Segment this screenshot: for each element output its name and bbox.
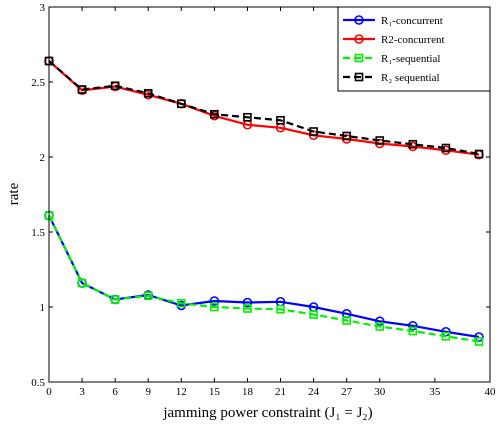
y-tick-label: 1.5 — [31, 227, 45, 239]
data-point — [177, 298, 186, 308]
data-point — [210, 109, 219, 119]
x-tick-label: 0 — [46, 386, 52, 398]
x-tick-label: 40 — [485, 386, 497, 398]
x-tick-label: 24 — [308, 386, 320, 398]
legend-label: R₂ sequential — [381, 72, 440, 84]
y-tick-label: 2.5 — [31, 77, 45, 89]
data-point — [375, 322, 385, 331]
y-tick-label: 0.5 — [31, 377, 45, 389]
x-tick-label: 21 — [275, 386, 286, 398]
x-tick-label: 6 — [112, 386, 118, 398]
legend-label: R2-concurrent — [381, 34, 445, 46]
data-point — [210, 302, 219, 312]
data-point — [209, 296, 220, 306]
data-point — [309, 127, 318, 136]
data-point — [77, 85, 87, 94]
series-layer — [44, 56, 484, 346]
data-point — [110, 81, 120, 91]
data-point — [276, 115, 285, 125]
data-point — [354, 72, 364, 82]
data-point — [177, 99, 186, 109]
data-point — [143, 88, 153, 98]
data-point — [408, 320, 418, 331]
x-tick-label: 12 — [176, 386, 187, 398]
x-tick-label: 18 — [242, 386, 254, 398]
y-tick-label: 1 — [40, 302, 46, 314]
data-point — [441, 331, 451, 341]
data-point — [375, 136, 385, 145]
x-tick-label: 35 — [429, 386, 441, 398]
legend: R₁-concurrent R2-concurrent R₁-sequential R… — [337, 6, 491, 92]
data-point — [408, 139, 418, 149]
data-point — [408, 326, 418, 336]
tick-layer: 0 3 6 9 12 15 18 21 24 27 30 35 40 0.5 1 1.5 2 2.5 3 — [31, 2, 496, 398]
data-point — [242, 297, 253, 308]
x-tick-label: 30 — [374, 386, 386, 398]
data-point — [342, 316, 351, 325]
legend-label: R₁-sequential — [381, 53, 440, 65]
y-tick-label: 3 — [40, 2, 46, 14]
x-axis-title: jamming power constraint (J₁ = J₂) — [162, 405, 372, 421]
legend-label: R₁-concurrent — [381, 15, 443, 27]
data-point — [354, 34, 364, 44]
data-point — [441, 143, 451, 153]
y-axis-title: rate — [6, 182, 22, 205]
data-point — [354, 53, 364, 63]
data-point — [354, 15, 364, 25]
series-line — [48, 215, 480, 343]
data-point — [309, 310, 318, 319]
x-tick-label: 9 — [145, 386, 151, 398]
data-point — [276, 304, 285, 314]
data-point — [110, 295, 120, 304]
data-point — [243, 112, 252, 122]
data-point — [77, 278, 87, 288]
series-3 — [44, 211, 484, 346]
data-point — [342, 131, 351, 141]
plot-frame — [48, 6, 491, 383]
series-4 — [44, 56, 484, 159]
x-tick-label: 27 — [341, 386, 353, 398]
y-tick-label: 2 — [40, 152, 46, 164]
data-point — [474, 149, 484, 159]
series-line — [48, 215, 480, 339]
x-tick-label: 3 — [79, 386, 85, 398]
series-line — [48, 60, 480, 156]
data-point — [474, 337, 484, 346]
data-point — [143, 291, 153, 301]
data-point — [374, 316, 385, 327]
data-point — [243, 304, 252, 313]
x-tick-label: 15 — [209, 386, 221, 398]
